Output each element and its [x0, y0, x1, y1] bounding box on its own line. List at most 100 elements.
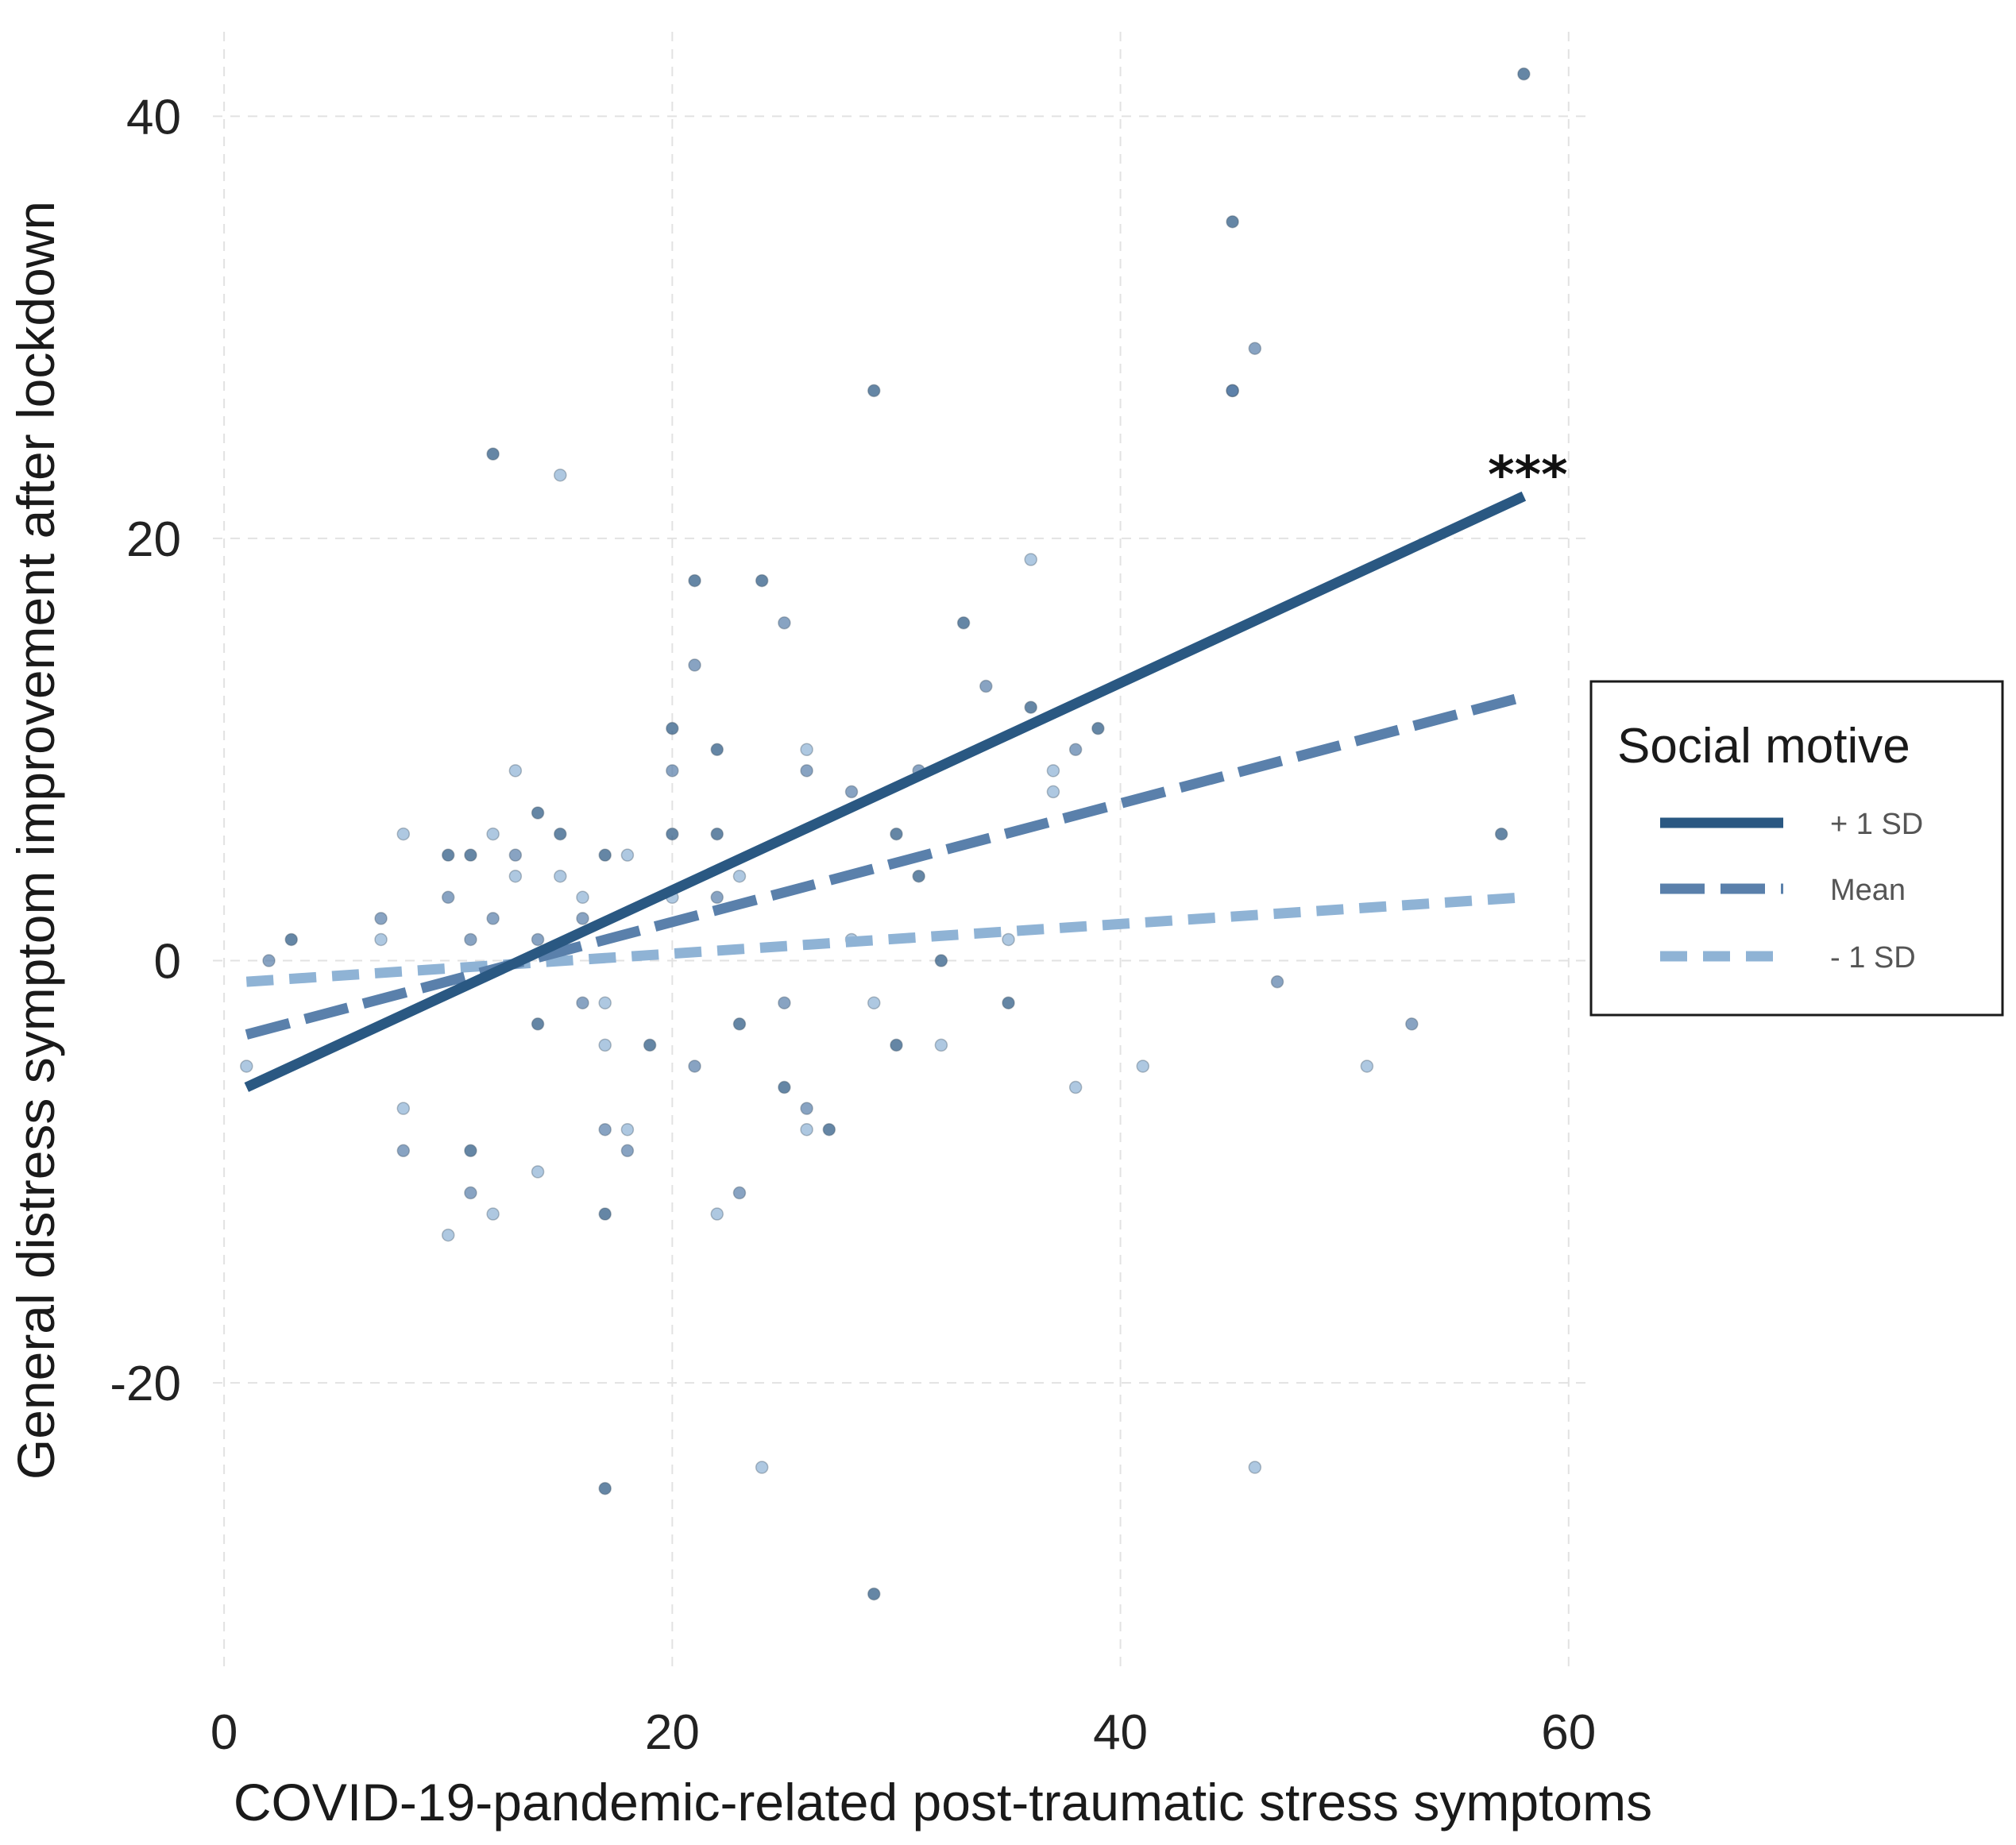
data-point-mean	[396, 1144, 411, 1158]
data-point-minus-1sd	[867, 996, 881, 1009]
data-point-minus-1sd	[508, 869, 523, 883]
data-point-mean	[778, 996, 791, 1009]
regression-line-minus-1sd	[245, 892, 1524, 987]
data-point-plus-1sd	[531, 1017, 545, 1031]
data-point-minus-1sd	[1136, 1060, 1150, 1073]
data-point-mean	[800, 1102, 813, 1115]
legend: Social motive + 1 SD Mean - 1 SD	[1589, 680, 2004, 1017]
data-point-mean	[1226, 384, 1239, 398]
data-point-plus-1sd	[554, 827, 567, 841]
data-point-mean	[688, 1060, 701, 1073]
x-axis-tick-labels: 0 20 40 60	[210, 1705, 1596, 1760]
data-point-mean	[576, 912, 589, 925]
data-point-minus-1sd	[934, 1038, 948, 1052]
data-point-minus-1sd	[486, 827, 500, 841]
data-point-plus-1sd	[778, 1080, 791, 1094]
x-tick-label: 0	[210, 1705, 238, 1760]
data-point-minus-1sd	[800, 1122, 813, 1137]
data-point-plus-1sd	[867, 384, 881, 398]
y-tick-label: -20	[110, 1357, 181, 1411]
data-point-mean	[732, 1186, 747, 1200]
data-point-minus-1sd	[396, 1102, 411, 1115]
data-point-plus-1sd	[666, 827, 679, 841]
data-point-minus-1sd	[554, 869, 567, 883]
data-point-plus-1sd	[1517, 67, 1531, 81]
data-point-mean	[666, 764, 679, 778]
data-point-minus-1sd	[620, 1122, 635, 1137]
data-point-minus-1sd	[598, 996, 612, 1009]
data-point-plus-1sd	[284, 932, 298, 947]
data-point-mean	[441, 890, 455, 905]
data-point-plus-1sd	[822, 1122, 836, 1137]
data-point-mean	[531, 932, 545, 947]
data-point-plus-1sd	[1002, 996, 1015, 1009]
data-point-minus-1sd	[531, 1165, 545, 1179]
data-point-mean	[464, 1186, 477, 1200]
data-point-mean	[576, 996, 589, 1009]
data-point-minus-1sd	[732, 869, 747, 883]
data-point-minus-1sd	[1002, 932, 1015, 947]
y-tick-label: 40	[126, 90, 181, 145]
data-point-plus-1sd	[890, 827, 903, 841]
data-point-plus-1sd	[1091, 721, 1105, 735]
legend-label-mean: Mean	[1830, 874, 1906, 907]
data-point-plus-1sd	[890, 1038, 903, 1052]
data-point-plus-1sd	[934, 954, 948, 967]
data-point-plus-1sd	[441, 848, 455, 862]
data-point-plus-1sd	[531, 806, 545, 820]
data-point-minus-1sd	[1068, 1080, 1083, 1094]
data-point-plus-1sd	[1226, 214, 1239, 229]
data-point-minus-1sd	[800, 743, 813, 756]
data-point-mean	[508, 848, 523, 862]
legend-label-minus-1sd: - 1 SD	[1830, 941, 1916, 975]
data-point-mean	[1248, 342, 1262, 355]
data-point-plus-1sd	[598, 1481, 612, 1496]
x-tick-label: 20	[645, 1705, 700, 1760]
data-point-plus-1sd	[598, 848, 612, 862]
data-point-mean	[620, 1144, 635, 1158]
data-point-minus-1sd	[508, 764, 523, 778]
data-point-mean	[979, 679, 993, 693]
data-point-minus-1sd	[576, 890, 589, 905]
data-point-minus-1sd	[755, 1461, 769, 1474]
data-point-plus-1sd	[710, 743, 724, 756]
data-point-plus-1sd	[464, 848, 477, 862]
data-point-minus-1sd	[620, 848, 635, 862]
data-point-mean	[262, 954, 276, 967]
data-point-minus-1sd	[1248, 1461, 1262, 1474]
data-point-mean	[598, 1122, 612, 1137]
data-point-minus-1sd	[486, 1207, 500, 1221]
data-point-plus-1sd	[732, 1017, 747, 1031]
significance-annotation: ***	[1488, 446, 1567, 505]
data-point-plus-1sd	[1494, 827, 1508, 841]
data-point-mean	[464, 932, 477, 947]
data-point-plus-1sd	[643, 1038, 657, 1052]
data-point-mean	[374, 912, 388, 925]
data-point-plus-1sd	[1024, 701, 1037, 714]
data-point-mean	[778, 616, 791, 630]
grid-lines	[213, 32, 1591, 1668]
data-point-mean	[710, 890, 724, 905]
data-point-minus-1sd	[1024, 553, 1037, 566]
data-point-plus-1sd	[666, 721, 679, 735]
data-point-minus-1sd	[374, 932, 388, 947]
legend-title: Social motive	[1617, 719, 1910, 774]
data-point-minus-1sd	[240, 1060, 253, 1073]
data-point-minus-1sd	[598, 1038, 612, 1052]
data-point-mean	[800, 764, 813, 778]
data-point-minus-1sd	[1360, 1060, 1374, 1073]
regression-lines	[244, 491, 1527, 1092]
data-point-mean	[1405, 1017, 1419, 1031]
data-point-plus-1sd	[912, 869, 925, 883]
data-point-plus-1sd	[688, 573, 701, 588]
data-point-minus-1sd	[441, 1228, 455, 1242]
data-point-minus-1sd	[1046, 764, 1060, 778]
y-tick-label: 0	[154, 935, 181, 990]
y-axis-tick-labels: -20 0 20 40	[110, 90, 181, 1411]
x-axis-title: COVID-19-pandemic-related post-traumatic…	[234, 1773, 1652, 1831]
data-point-mean	[486, 912, 500, 925]
data-point-plus-1sd	[464, 1144, 477, 1158]
data-point-plus-1sd	[956, 616, 971, 630]
data-point-plus-1sd	[710, 827, 724, 841]
